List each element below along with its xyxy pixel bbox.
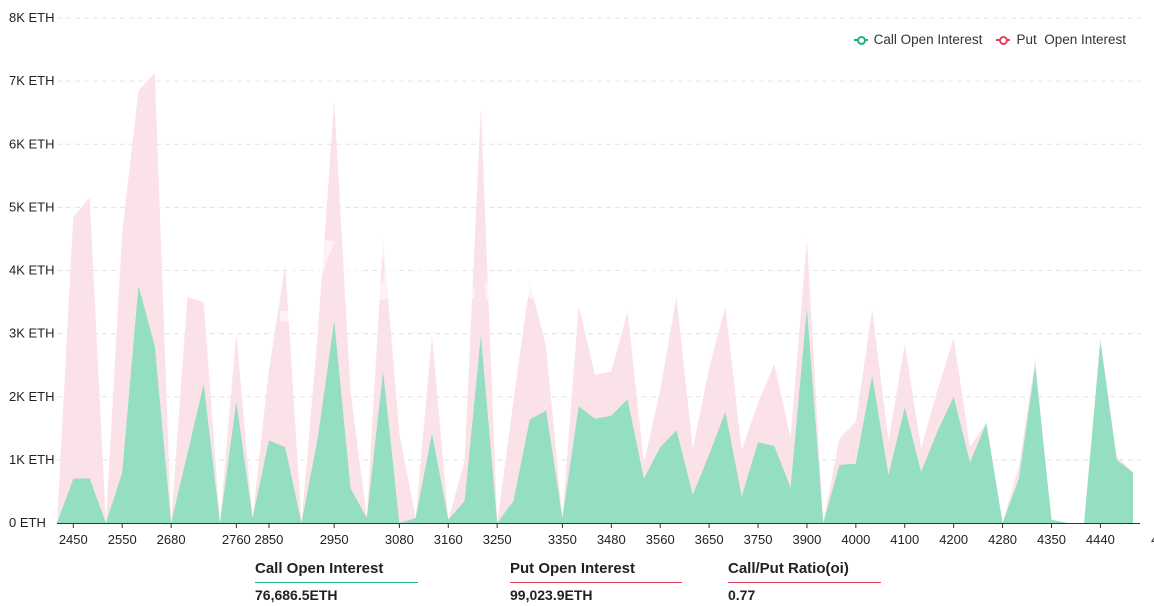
stat-call-value: 76,686.5ETH <box>255 587 338 603</box>
stat-put-label: Put Open Interest <box>510 560 682 583</box>
x-tick-label: 4440 <box>1086 532 1115 547</box>
y-tick-label: 5K ETH <box>9 199 55 214</box>
y-axis-ticks: 0 ETH 1K ETH 2K ETH 3K ETH 4K ETH 5K ETH 6K ET… <box>9 10 55 530</box>
x-tick-label: 4200 <box>939 532 968 547</box>
call-open-interest-area <box>57 285 1133 523</box>
x-tick-label: 3480 <box>597 532 626 547</box>
x-tick-label: 2550 <box>108 532 137 547</box>
y-tick-label: 7K ETH <box>9 73 55 88</box>
stat-put-value: 99,023.9ETH <box>510 587 593 603</box>
y-tick-label: 1K ETH <box>9 452 55 467</box>
x-tick-label: 3080 <box>385 532 414 547</box>
legend-put-label: Put Open Interest <box>1016 32 1126 47</box>
stat-ratio-label: Call/Put Ratio(oi) <box>728 560 881 583</box>
x-tick-label: 4280 <box>988 532 1017 547</box>
x-tick-label: 4000 <box>841 532 870 547</box>
x-tick-label: 2450 <box>59 532 88 547</box>
x-tick-label: 4600 <box>1151 532 1154 547</box>
x-axis-ticks: 2450 2550 2680 2760 2850 2950 3080 3160 3250 3350… <box>59 523 1154 547</box>
y-tick-label: 0 ETH <box>9 515 46 530</box>
stat-ratio-value: 0.77 <box>728 587 756 603</box>
x-tick-label: 3900 <box>792 532 821 547</box>
legend-item-call[interactable]: Call Open Interest <box>853 32 983 47</box>
summary-stats: Call Open Interest 76,686.5ETH Put Open … <box>0 560 1154 606</box>
put-legend-marker-icon <box>996 35 1011 45</box>
y-tick-label: 2K ETH <box>9 389 55 404</box>
legend-call-label: Call Open Interest <box>873 32 983 47</box>
stat-put-open-interest: Put Open Interest 99,023.9ETH <box>510 560 682 603</box>
y-tick-label: 6K ETH <box>9 136 55 151</box>
x-tick-label: 3560 <box>646 532 675 547</box>
stat-call-put-ratio: Call/Put Ratio(oi) 0.77 <box>728 560 881 603</box>
call-legend-marker-icon <box>853 35 868 45</box>
y-tick-label: 3K ETH <box>9 326 55 341</box>
stat-call-open-interest: Call Open Interest 76,686.5ETH <box>255 560 418 603</box>
x-tick-label: 4100 <box>890 532 919 547</box>
y-tick-label: 4K ETH <box>9 263 55 278</box>
x-tick-label: 3250 <box>483 532 512 547</box>
x-tick-label: 4350 <box>1037 532 1066 547</box>
x-tick-label: 2760 <box>222 532 251 547</box>
stat-call-label: Call Open Interest <box>255 560 418 583</box>
x-tick-label: 2680 <box>157 532 186 547</box>
x-tick-label: 2950 <box>320 532 349 547</box>
legend: Call Open Interest Put Open Interest <box>853 32 1126 47</box>
area-series <box>57 72 1133 524</box>
x-tick-label: 3650 <box>695 532 724 547</box>
y-tick-label: 8K ETH <box>9 10 55 25</box>
x-tick-label: 3160 <box>434 532 463 547</box>
x-tick-label: 2850 <box>254 532 283 547</box>
open-interest-chart: 0 ETH 1K ETH 2K ETH 3K ETH 4K ETH 5K ETH 6K ET… <box>9 10 1154 547</box>
legend-item-put[interactable]: Put Open Interest <box>996 32 1126 47</box>
x-tick-label: 3350 <box>548 532 577 547</box>
x-tick-label: 3750 <box>744 532 773 547</box>
